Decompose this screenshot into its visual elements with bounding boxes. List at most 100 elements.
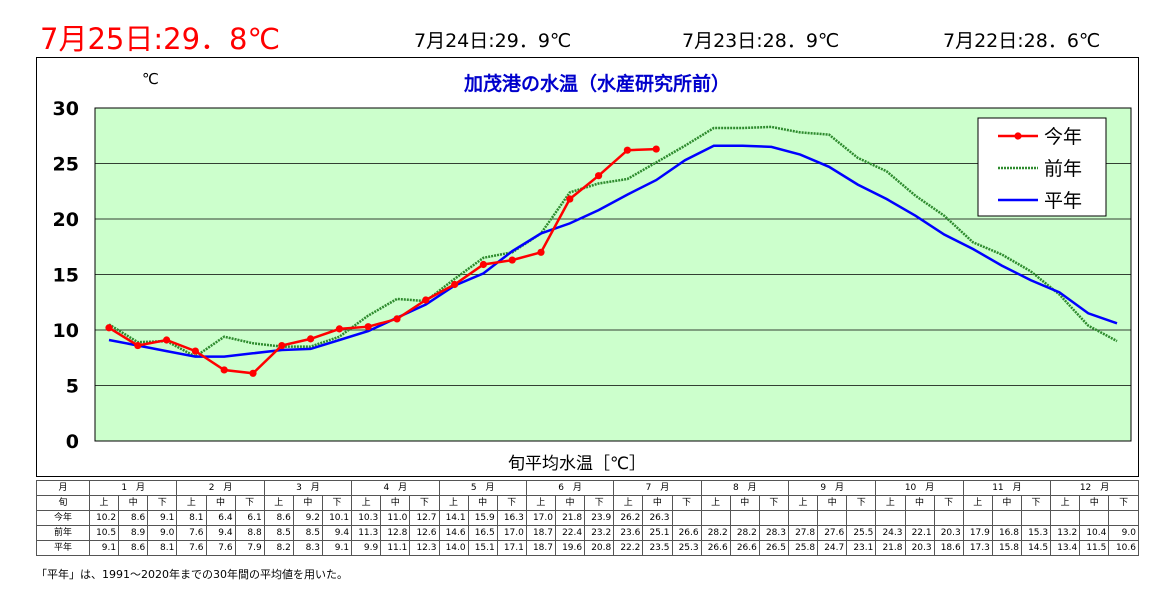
table-cell: 15.1: [468, 541, 497, 556]
y-tick-label: 5: [66, 376, 79, 398]
table-cell: 26.5: [759, 541, 788, 556]
row-label: 前年: [37, 526, 90, 541]
period-header: 下: [672, 496, 701, 511]
data-point: [134, 342, 141, 349]
table-cell: 23.5: [643, 541, 672, 556]
table-cell: 21.8: [556, 511, 585, 526]
table-cell: 9.0: [148, 526, 177, 541]
table-cell: 23.1: [847, 541, 876, 556]
legend-marker: [1014, 132, 1021, 139]
period-header: 下: [585, 496, 614, 511]
unit-label: ℃: [142, 70, 159, 88]
table-cell: 25.8: [789, 541, 818, 556]
table-cell: 8.3: [293, 541, 322, 556]
period-header: 下: [934, 496, 963, 511]
period-header: 下: [497, 496, 526, 511]
table-cell: 26.3: [643, 511, 672, 526]
table-cell: 11.1: [381, 541, 410, 556]
table-cell: 26.6: [672, 526, 701, 541]
table-cell: 23.2: [585, 526, 614, 541]
period-header: 下: [235, 496, 264, 511]
period-header: 上: [264, 496, 293, 511]
row-label: 月: [37, 481, 90, 496]
prev-temperature-3: 7月22日:28．6℃: [943, 26, 1100, 53]
table-cell: [701, 511, 730, 526]
data-point: [509, 256, 516, 263]
period-header: 下: [847, 496, 876, 511]
table-cell: 7.6: [206, 541, 235, 556]
period-header: 中: [905, 496, 934, 511]
table-cell: 14.5: [1022, 541, 1051, 556]
period-header: 中: [1080, 496, 1109, 511]
data-point: [624, 147, 631, 154]
period-header: 中: [556, 496, 585, 511]
table-cell: 16.8: [992, 526, 1021, 541]
table-cell: 26.2: [614, 511, 643, 526]
table-cell: 7.6: [177, 526, 206, 541]
water-temperature-chart: 0 5 10 15 20 25 30 加茂港の水温（水産研究所前） ℃ 旬平均水温［℃］ 今…: [37, 58, 1138, 476]
period-header: 下: [1109, 496, 1139, 511]
table-cell: 25.5: [847, 526, 876, 541]
table-cell: [789, 511, 818, 526]
table-cell: 17.1: [497, 541, 526, 556]
table-cell: 8.1: [148, 541, 177, 556]
legend-label: 今年: [1044, 126, 1082, 148]
data-point: [163, 336, 170, 343]
table-cell: 9.9: [352, 541, 381, 556]
table-cell: 10.1: [323, 511, 352, 526]
table-cell: 9.4: [323, 526, 352, 541]
month-header: 3 月: [264, 481, 351, 496]
table-cell: 20.3: [905, 541, 934, 556]
table-cell: 9.0: [1109, 526, 1139, 541]
data-point: [422, 296, 429, 303]
table-cell: [730, 511, 759, 526]
table-cell: [1109, 511, 1139, 526]
month-header: 1 月: [90, 481, 177, 496]
period-header: 上: [352, 496, 381, 511]
table-cell: 21.8: [876, 541, 905, 556]
chart-frame: 0 5 10 15 20 25 30 加茂港の水温（水産研究所前） ℃ 旬平均水温［℃］ 今…: [36, 57, 1139, 477]
table-cell: 28.2: [701, 526, 730, 541]
data-point: [221, 366, 228, 373]
period-header: 上: [90, 496, 119, 511]
table-cell: [818, 511, 847, 526]
table-cell: 10.3: [352, 511, 381, 526]
table-cell: 6.1: [235, 511, 264, 526]
table-cell: 8.6: [119, 541, 148, 556]
table-cell: 15.3: [1022, 526, 1051, 541]
table-cell: 8.6: [264, 511, 293, 526]
month-header: 8 月: [701, 481, 788, 496]
table-cell: [963, 511, 992, 526]
period-header: 下: [1022, 496, 1051, 511]
table-cell: 10.4: [1080, 526, 1109, 541]
period-header: 下: [410, 496, 439, 511]
table-cell: 12.6: [410, 526, 439, 541]
table-cell: 16.5: [468, 526, 497, 541]
data-point: [595, 172, 602, 179]
table-cell: [1022, 511, 1051, 526]
month-header: 10 月: [876, 481, 963, 496]
data-point: [566, 195, 573, 202]
table-row: 前年 10.5 8.9 9.0 7.6 9.4 8.8 8.5 8.5 9.4 11.3 12.8 12…: [37, 526, 1139, 541]
table-cell: 27.6: [818, 526, 847, 541]
period-header: 上: [1051, 496, 1080, 511]
table-cell: 8.8: [235, 526, 264, 541]
table-cell: 28.3: [759, 526, 788, 541]
month-header: 6 月: [526, 481, 613, 496]
y-tick-label: 30: [53, 98, 79, 120]
table-cell: [876, 511, 905, 526]
month-header: 4 月: [352, 481, 439, 496]
table-cell: 15.9: [468, 511, 497, 526]
table-cell: 7.6: [177, 541, 206, 556]
data-point: [336, 325, 343, 332]
table-cell: 8.2: [264, 541, 293, 556]
period-header: 中: [992, 496, 1021, 511]
y-tick-label: 0: [66, 431, 79, 453]
table-cell: 14.0: [439, 541, 468, 556]
table-cell: 11.5: [1080, 541, 1109, 556]
period-header: 上: [963, 496, 992, 511]
month-header: 12 月: [1051, 481, 1139, 496]
table-cell: 9.1: [323, 541, 352, 556]
